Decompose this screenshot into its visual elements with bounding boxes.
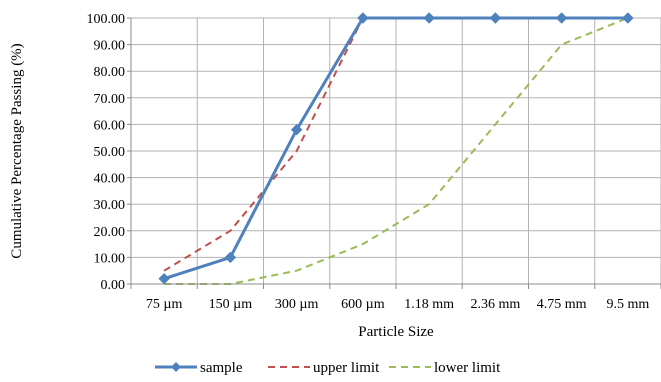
- y-tick-label: 60.00: [94, 118, 126, 133]
- series-line-lower-limit: [164, 17, 629, 285]
- legend-item-sample: sample: [155, 360, 243, 376]
- y-tick-label: 70.00: [94, 92, 126, 107]
- y-axis-title: Cumulative Percentage Passing (%): [9, 43, 25, 258]
- legend-label: upper limit: [313, 360, 380, 376]
- data-point: [158, 272, 170, 285]
- data-point: [555, 12, 568, 24]
- y-tick-label: 50.00: [94, 145, 126, 160]
- y-tick-label: 80.00: [94, 65, 126, 80]
- legend-label: lower limit: [434, 360, 501, 376]
- x-tick-label: 9.5 mm: [606, 297, 649, 312]
- y-tick-label: 20.00: [94, 225, 126, 240]
- data-point: [423, 12, 435, 24]
- y-tick-label: 40.00: [94, 172, 126, 187]
- x-tick-label: 75 µm: [146, 297, 183, 312]
- series-layer: [158, 12, 634, 285]
- y-tick-label: 90.00: [94, 39, 126, 54]
- series-line-sample: [163, 16, 628, 281]
- legend: sample upper limit lower limit: [155, 360, 501, 376]
- y-tick-label: 0.00: [101, 278, 126, 293]
- data-point: [357, 12, 369, 24]
- grid: [131, 17, 661, 284]
- data-point: [290, 124, 303, 136]
- x-axis-title: Particle Size: [358, 324, 434, 340]
- data-point: [622, 12, 634, 24]
- data-point: [224, 251, 237, 264]
- y-tick-label: 10.00: [94, 251, 126, 266]
- y-tick-label: 100.00: [87, 12, 126, 27]
- legend-item-lower-limit: lower limit: [389, 360, 501, 376]
- legend-item-upper-limit: upper limit: [268, 360, 380, 376]
- legend-label: sample: [200, 360, 243, 376]
- x-tick-label: 4.75 mm: [537, 297, 587, 312]
- x-tick-label: 150 µm: [209, 297, 253, 312]
- x-tick-label: 2.36 mm: [470, 297, 520, 312]
- axes: 0.00 10.00 20.00 30.00 40.00 50.00 60.00 70.00 8…: [9, 12, 661, 340]
- legend-marker: [171, 362, 181, 372]
- y-tick-label: 30.00: [94, 198, 126, 213]
- x-tick-label: 600 µm: [341, 297, 385, 312]
- x-tick-label: 1.18 mm: [404, 297, 454, 312]
- data-point: [489, 12, 502, 24]
- x-tick-label: 300 µm: [275, 297, 319, 312]
